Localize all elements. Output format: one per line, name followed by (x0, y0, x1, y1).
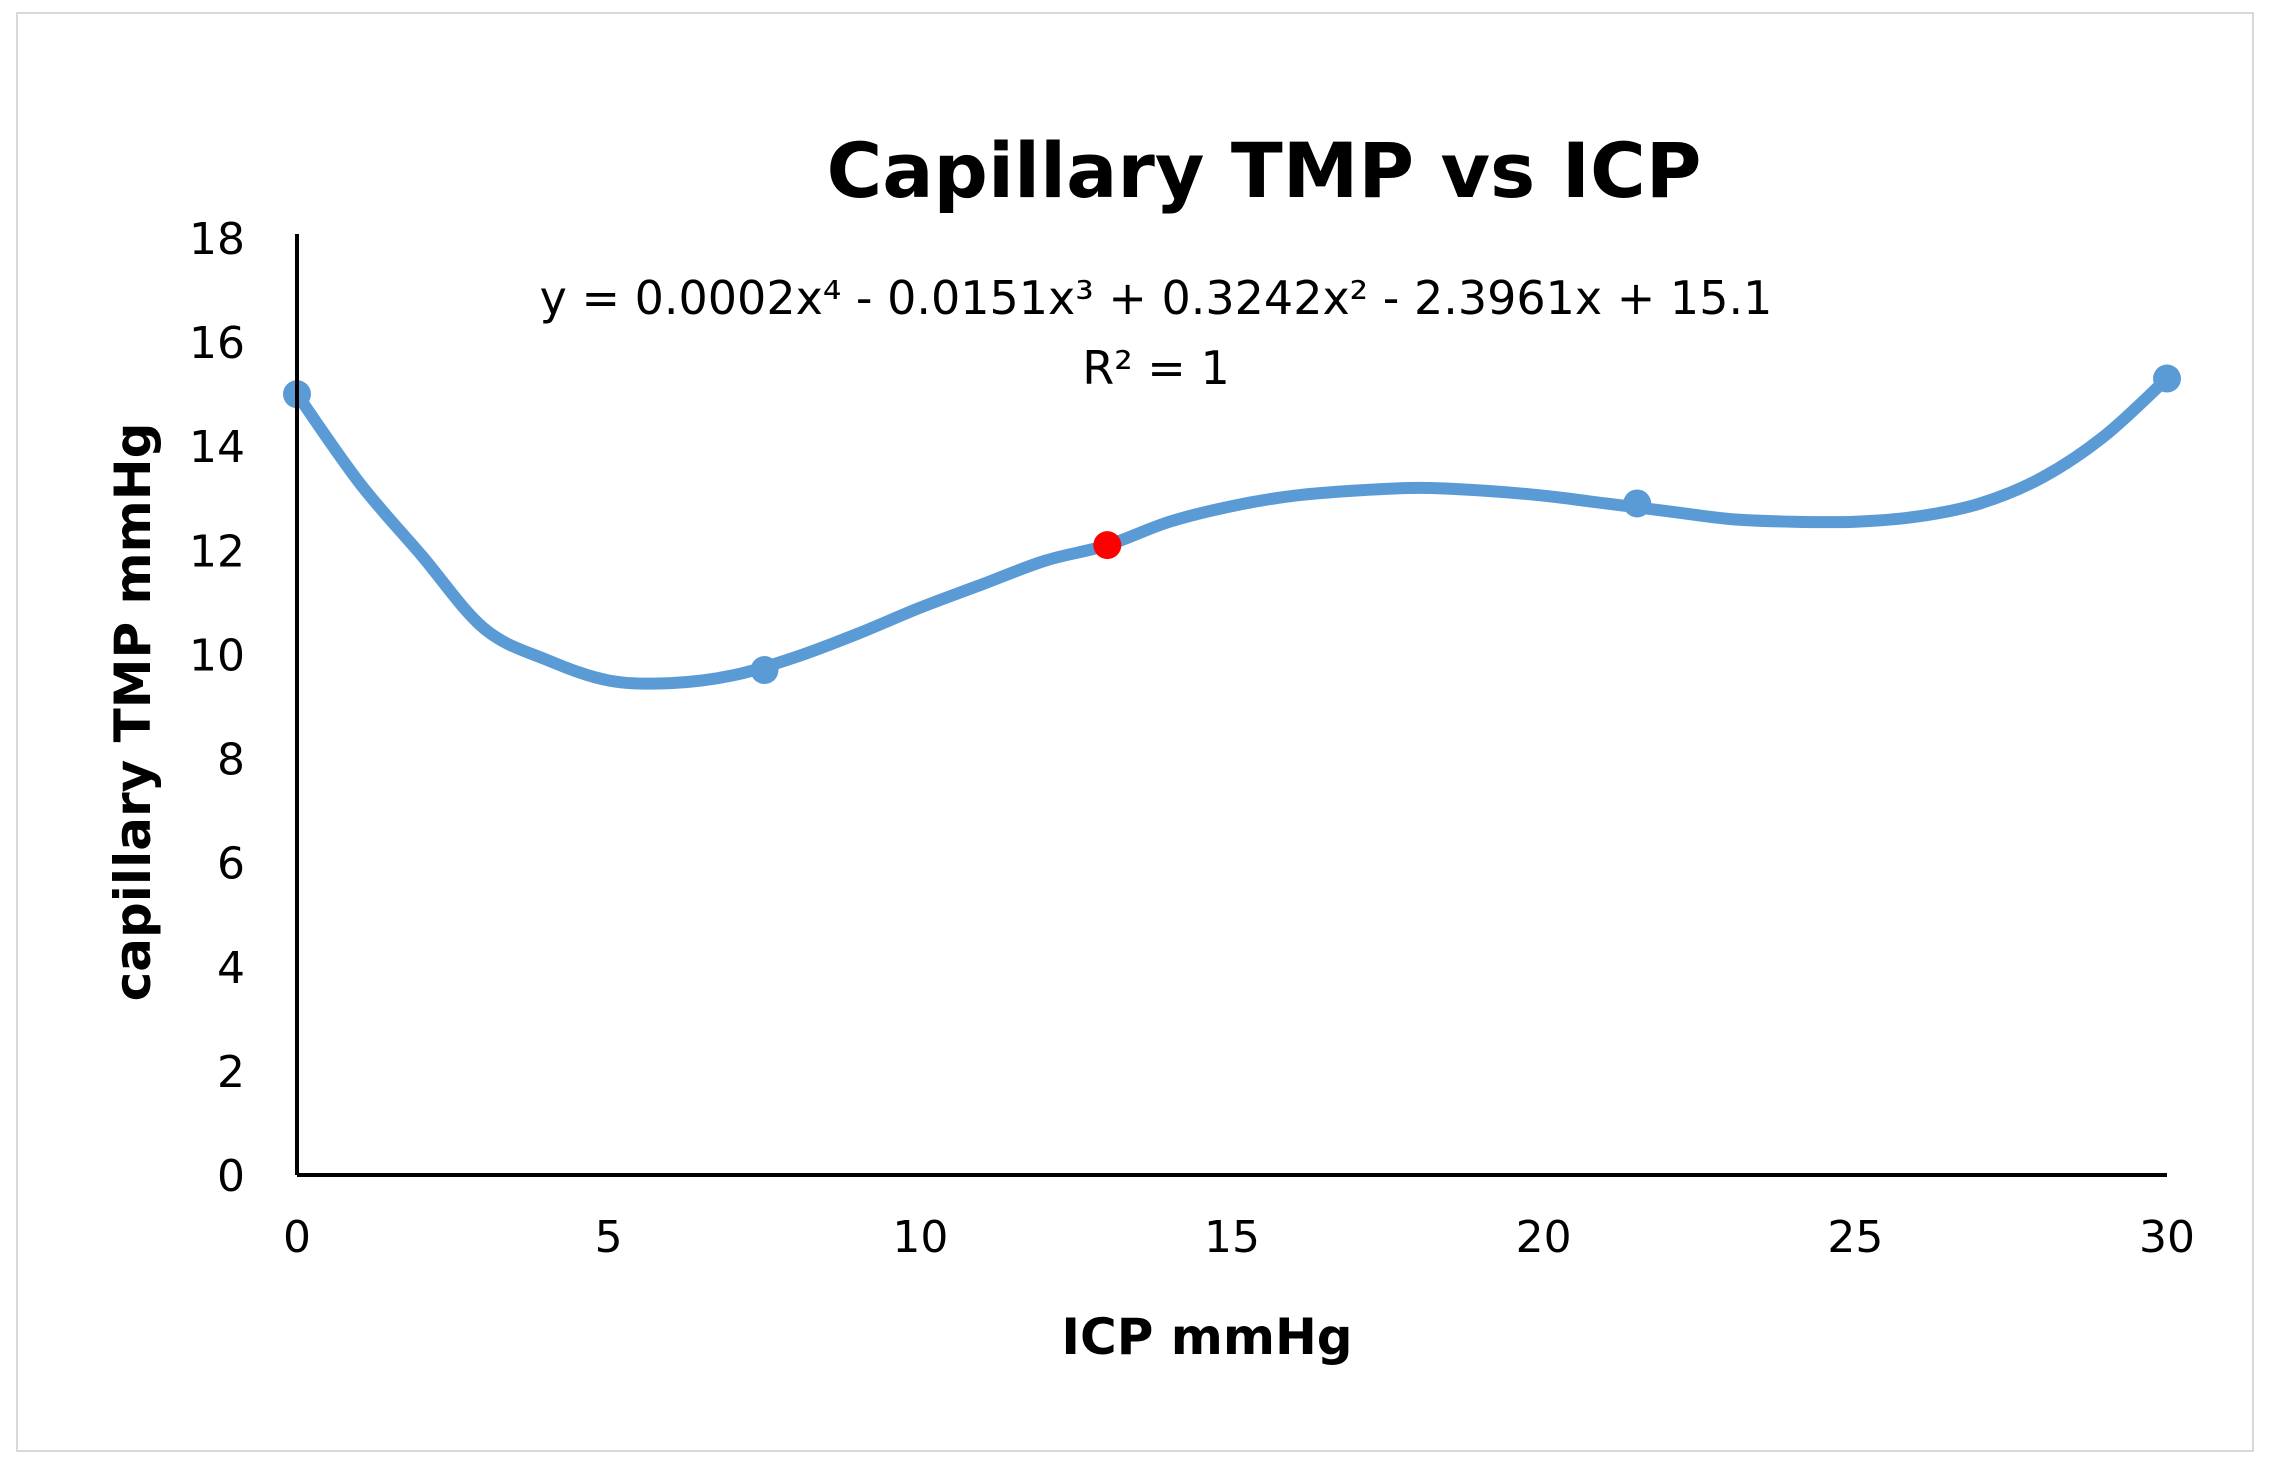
y-tick-label: 10 (189, 630, 245, 681)
y-tick-label: 6 (217, 839, 245, 890)
y-tick-label: 16 (189, 318, 245, 369)
x-axis-title: ICP mmHg (1061, 1308, 1352, 1366)
x-tick-label: 0 (283, 1212, 311, 1263)
trendline-r-squared: R² = 1 (1082, 341, 1229, 395)
y-tick-label: 2 (217, 1047, 245, 1098)
y-axis-title: capillary TMP mmHg (104, 423, 162, 1002)
data-point (2153, 364, 2181, 393)
trendline-curve (291, 372, 2173, 690)
y-tick-label: 8 (217, 735, 245, 786)
x-tick-label: 30 (2139, 1212, 2195, 1263)
data-points (283, 364, 2181, 685)
trendline-equation: y = 0.0002x⁴ - 0.0151x³ + 0.3242x² - 2.3… (540, 271, 1773, 325)
highlight-data-point (1093, 531, 1122, 560)
y-tick-label: 14 (189, 422, 245, 473)
x-tick-label: 20 (1516, 1212, 1572, 1263)
x-tick-label: 15 (1204, 1212, 1260, 1263)
y-tick-label: 12 (189, 526, 245, 577)
x-tick-label: 25 (1827, 1212, 1883, 1263)
data-point (750, 656, 779, 685)
x-axis-ticks: 0 5 10 15 20 25 30 (283, 1212, 2195, 1263)
x-tick-label: 10 (892, 1212, 948, 1263)
chart-svg: Capillary TMP vs ICP y = 0.0002x⁴ - 0.01… (104, 126, 2195, 1366)
chart-frame: Capillary TMP vs ICP y = 0.0002x⁴ - 0.01… (16, 12, 2254, 1452)
y-tick-label: 0 (217, 1151, 245, 1202)
y-tick-label: 4 (217, 943, 245, 994)
x-tick-label: 5 (595, 1212, 623, 1263)
chart-title: Capillary TMP vs ICP (826, 126, 1701, 215)
y-tick-label: 18 (189, 214, 245, 265)
data-point (1623, 489, 1652, 518)
y-axis-ticks: 0 2 4 6 8 10 12 14 16 18 (189, 214, 245, 1202)
